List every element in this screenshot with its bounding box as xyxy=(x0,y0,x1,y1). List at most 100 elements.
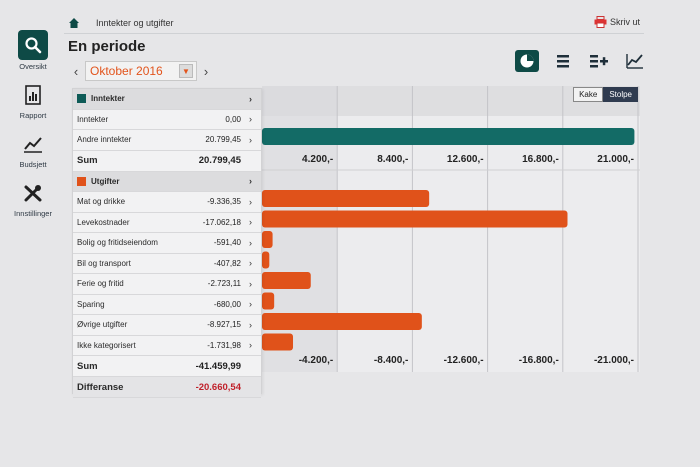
compare-view-button[interactable] xyxy=(587,50,611,72)
section-label: Inntekter xyxy=(91,94,125,104)
row-value: -680,00 xyxy=(213,299,241,309)
difference-value: -20.660,54 xyxy=(195,381,241,393)
prev-period-button[interactable]: ‹ xyxy=(73,63,79,79)
chevron-right-icon: › xyxy=(249,278,252,289)
row-value: 0,00 xyxy=(225,114,241,124)
period-value: Oktober 2016 xyxy=(90,64,163,78)
print-label: Skriv ut xyxy=(609,17,640,27)
expense-row[interactable]: Sparing -680,00 › xyxy=(73,295,261,315)
chevron-right-icon: › xyxy=(249,237,252,248)
expense-bar xyxy=(262,251,270,269)
expense-tick-label: -12.600,- xyxy=(444,355,484,366)
row-label: Ferie og fritid xyxy=(77,279,124,289)
pie-chart-icon xyxy=(520,54,534,68)
expense-sum-row: Sum -41.459,99 xyxy=(73,356,261,377)
expense-row[interactable]: Mat og drikke -9.336,35 › xyxy=(73,192,261,213)
nav-rapport[interactable]: Rapport xyxy=(0,81,66,120)
row-value: -407,82 xyxy=(213,258,241,268)
expense-section-header[interactable]: Utgifter › xyxy=(73,171,261,192)
bar-chart-svg: 4.200,- 8.400,- 12.600,- 16.800,- 21.000,- -4… xyxy=(262,86,640,372)
next-period-button[interactable]: › xyxy=(203,63,209,79)
chevron-right-icon: › xyxy=(249,299,252,310)
side-navigation: Oversikt Rapport Budsjett Innstillinger xyxy=(0,30,66,228)
row-label: Øvrige utgifter xyxy=(77,320,128,330)
income-tick-label: 21.000,- xyxy=(597,154,634,165)
tools-icon xyxy=(19,179,47,207)
nav-label: Budsjett xyxy=(19,160,47,169)
row-value: 20.799,45 xyxy=(205,135,241,145)
row-label: Bolig og fritidseiendom xyxy=(77,238,158,248)
nav-budsjett[interactable]: Budsjett xyxy=(0,130,66,169)
row-label: Bil og transport xyxy=(77,258,131,268)
nav-label: Rapport xyxy=(19,111,47,120)
expense-bar xyxy=(262,272,311,289)
home-icon[interactable] xyxy=(68,17,80,29)
chevron-right-icon: › xyxy=(249,93,252,104)
nav-oversikt[interactable]: Oversikt xyxy=(0,30,66,71)
sum-value: -41.459,99 xyxy=(195,360,241,372)
expense-swatch xyxy=(77,176,86,186)
trend-view-button[interactable] xyxy=(623,50,647,72)
income-row[interactable]: Inntekter 0,00 › xyxy=(73,110,261,130)
expense-bar xyxy=(262,231,273,248)
nav-innstillinger[interactable]: Innstillinger xyxy=(0,179,66,218)
expense-row[interactable]: Bil og transport -407,82 › xyxy=(73,254,261,274)
expense-row[interactable]: Levekostnader -17.062,18 › xyxy=(73,213,261,233)
category-panel: Inntekter › Inntekter 0,00 › Andre innte… xyxy=(72,88,262,398)
expense-tick-label: -16.800,- xyxy=(519,355,559,366)
row-value: -1.731,98 xyxy=(207,340,241,350)
expense-row[interactable]: Øvrige utgifter -8.927,15 › xyxy=(73,315,261,336)
stolpe-toggle-button[interactable]: Stolpe xyxy=(603,87,638,102)
income-swatch xyxy=(77,94,86,104)
sum-value: 20.799,45 xyxy=(198,155,241,166)
income-row[interactable]: Andre inntekter 20.799,45 › xyxy=(73,130,261,151)
row-label: Ikke kategorisert xyxy=(77,340,136,350)
expense-tick-label: -21.000,- xyxy=(594,355,634,366)
expense-row[interactable]: Ikke kategorisert -1.731,98 › xyxy=(73,336,261,356)
chevron-right-icon: › xyxy=(249,114,252,125)
bar-chart: 4.200,- 8.400,- 12.600,- 16.800,- 21.000,- -4… xyxy=(262,86,640,372)
expense-bar xyxy=(262,210,568,228)
row-value: -17.062,18 xyxy=(202,217,241,227)
row-value: -2.723,11 xyxy=(207,279,241,289)
expense-row[interactable]: Bolig og fritidseiendom -591,40 › xyxy=(73,233,261,254)
chart-type-toggle: Kake Stolpe xyxy=(573,87,638,102)
printer-icon xyxy=(594,16,607,28)
income-tick-label: 8.400,- xyxy=(377,154,408,165)
chevron-down-icon: ▼ xyxy=(179,64,193,78)
expense-row[interactable]: Ferie og fritid -2.723,11 › xyxy=(73,274,261,295)
chevron-right-icon: › xyxy=(249,258,252,269)
income-sum-row: Sum 20.799,45 xyxy=(73,151,261,172)
row-label: Mat og drikke xyxy=(77,197,126,207)
chevron-right-icon: › xyxy=(249,134,252,145)
report-icon xyxy=(19,81,47,109)
income-tick-label: 16.800,- xyxy=(522,154,559,165)
income-tick-label: 4.200,- xyxy=(302,154,333,165)
sum-label: Sum xyxy=(77,155,98,166)
period-dropdown[interactable]: Oktober 2016 ▼ xyxy=(85,61,197,81)
difference-label: Differanse xyxy=(77,381,124,393)
row-label: Inntekter xyxy=(77,114,109,124)
row-value: -8.927,15 xyxy=(207,320,241,330)
difference-row: Differanse -20.660,54 xyxy=(73,377,261,398)
chevron-right-icon: › xyxy=(249,196,252,207)
sum-label: Sum xyxy=(77,360,98,372)
breadcrumb[interactable]: Inntekter og utgifter xyxy=(96,17,174,28)
list-view-button[interactable] xyxy=(551,50,575,72)
chevron-right-icon: › xyxy=(249,319,252,330)
chevron-right-icon: › xyxy=(249,176,252,187)
breadcrumb-bar: Inntekter og utgifter Skriv ut xyxy=(64,12,644,34)
line-chart-icon xyxy=(626,54,643,69)
print-button[interactable]: Skriv ut xyxy=(594,16,640,28)
expense-bar xyxy=(262,190,430,207)
expense-tick-label: -8.400,- xyxy=(374,355,408,366)
chevron-right-icon: › xyxy=(249,340,252,351)
income-section-header[interactable]: Inntekter › xyxy=(73,89,261,110)
expense-bar xyxy=(262,292,275,310)
pie-chart-view-button[interactable] xyxy=(515,50,539,72)
row-label: Andre inntekter xyxy=(77,135,132,145)
row-value: -591,40 xyxy=(213,238,241,248)
chevron-right-icon: › xyxy=(249,217,252,228)
list-icon xyxy=(557,55,569,68)
kake-toggle-button[interactable]: Kake xyxy=(573,87,604,102)
